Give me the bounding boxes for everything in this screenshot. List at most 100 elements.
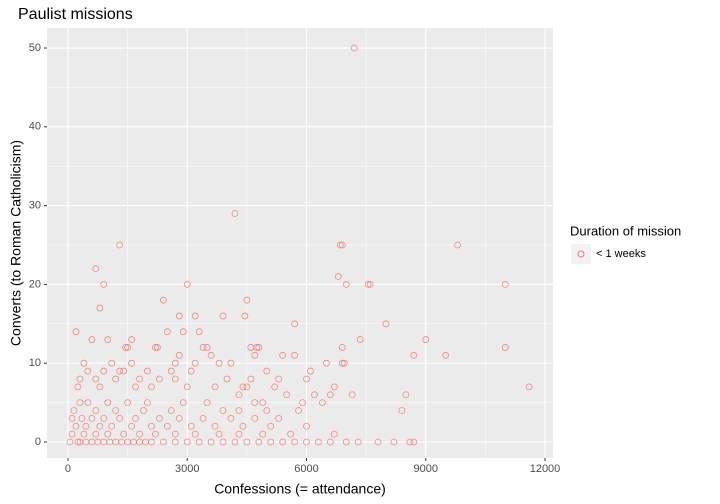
point (340, 359, 348, 367)
point (241, 312, 249, 320)
point (191, 430, 199, 438)
point (279, 438, 287, 446)
point (179, 399, 187, 407)
point (80, 359, 88, 367)
point (171, 438, 179, 446)
point (235, 430, 243, 438)
point (342, 281, 350, 288)
points (66, 44, 533, 446)
point (187, 367, 195, 375)
point (163, 328, 171, 336)
point (148, 438, 155, 446)
y-tick-label: 50 (29, 42, 41, 54)
point (159, 296, 167, 304)
point (219, 407, 227, 414)
point (76, 399, 84, 407)
point (406, 438, 414, 446)
point (410, 351, 418, 359)
point (171, 375, 179, 383)
point (330, 430, 338, 438)
point (120, 367, 128, 375)
x-tick-label: 12000 (530, 463, 561, 475)
x-tick-label: 9000 (414, 463, 438, 475)
point (211, 383, 219, 391)
point (88, 414, 96, 422)
point (92, 407, 100, 414)
point (92, 265, 100, 273)
point (501, 281, 509, 288)
point (92, 430, 100, 438)
point (163, 422, 171, 430)
y-tick-label: 0 (35, 436, 41, 448)
point (326, 391, 334, 399)
point (338, 241, 346, 249)
point (104, 430, 112, 438)
point (291, 351, 298, 359)
point (263, 367, 271, 375)
point (303, 438, 310, 446)
legend-symbol (577, 250, 585, 258)
point (219, 312, 227, 320)
point (255, 438, 263, 446)
point (148, 383, 155, 391)
point (211, 422, 219, 430)
point (203, 399, 211, 407)
point (342, 438, 350, 446)
point (124, 399, 132, 407)
point (231, 210, 239, 217)
point (326, 438, 334, 446)
x-tick-label: 3000 (175, 463, 199, 475)
y-tick-label: 30 (29, 200, 41, 212)
point (410, 438, 418, 446)
point (175, 312, 183, 320)
point (108, 422, 116, 430)
legend-label: < 1 weeks (596, 248, 646, 260)
point (124, 344, 132, 351)
point (100, 414, 108, 422)
point (175, 414, 183, 422)
point (128, 359, 135, 367)
point (207, 351, 215, 359)
point (74, 383, 82, 391)
point (96, 383, 104, 391)
point (203, 344, 211, 351)
point (227, 359, 235, 367)
point (235, 407, 243, 414)
point (255, 344, 263, 351)
point (104, 399, 112, 407)
point (315, 438, 322, 446)
point (299, 399, 306, 407)
point (140, 407, 147, 414)
point (253, 344, 261, 351)
point (251, 414, 259, 422)
point (112, 407, 120, 414)
point (338, 359, 346, 367)
point (199, 414, 207, 422)
y-axis-title: Converts (to Roman Catholicism) (8, 140, 24, 346)
point (350, 44, 358, 52)
point (283, 391, 291, 399)
point (235, 391, 243, 399)
point (144, 399, 151, 407)
point (348, 391, 356, 399)
point (275, 414, 283, 422)
point (116, 367, 124, 375)
point (227, 414, 235, 422)
y-tick-label: 10 (29, 357, 41, 369)
point (171, 359, 179, 367)
point (159, 438, 167, 446)
point (76, 375, 84, 383)
point (243, 438, 251, 446)
point (136, 430, 143, 438)
point (239, 422, 247, 430)
grid (47, 28, 553, 458)
point (319, 399, 326, 407)
point (356, 336, 364, 343)
point (271, 383, 279, 391)
point (104, 336, 112, 343)
point (307, 367, 314, 375)
point (303, 422, 310, 430)
point (191, 312, 199, 320)
point (390, 438, 398, 446)
point (195, 438, 203, 446)
